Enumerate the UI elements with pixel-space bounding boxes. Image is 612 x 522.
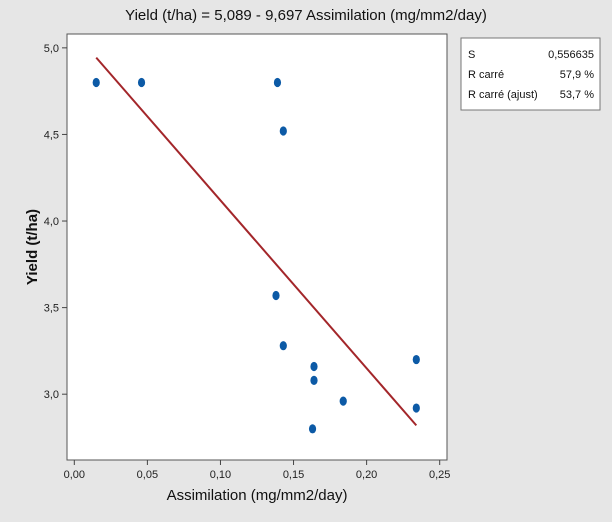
- stats-box: S 0,556635 R carré 57,9 % R carré (ajust…: [461, 38, 600, 110]
- x-tick-label: 0,10: [210, 469, 231, 481]
- x-axis-label: Assimilation (mg/mm2/day): [167, 487, 348, 504]
- stats-label-r-squared: R carré: [468, 69, 504, 81]
- stats-value-r-squared: 57,9 %: [560, 69, 594, 81]
- x-tick-label: 0,20: [356, 469, 377, 481]
- data-point: [93, 78, 100, 87]
- data-point: [413, 355, 420, 364]
- y-tick-label: 4,5: [44, 129, 59, 141]
- data-point: [274, 78, 281, 87]
- stats-label-s: S: [468, 49, 475, 61]
- data-point: [310, 362, 317, 371]
- data-point: [280, 341, 287, 350]
- data-point: [138, 78, 145, 87]
- y-tick-label: 3,0: [44, 389, 59, 401]
- chart-title: Yield (t/ha) = 5,089 - 9,697 Assimilatio…: [125, 7, 487, 24]
- y-tick-label: 3,5: [44, 303, 59, 315]
- data-point: [280, 126, 287, 135]
- x-tick-label: 0,15: [283, 469, 304, 481]
- stats-label-r-squared-adj: R carré (ajust): [468, 89, 538, 101]
- x-tick-label: 0,05: [137, 469, 158, 481]
- data-point: [309, 424, 316, 433]
- y-tick-label: 5,0: [44, 43, 59, 55]
- data-point: [310, 376, 317, 385]
- data-point: [413, 403, 420, 412]
- data-point: [340, 397, 347, 406]
- stats-value-s: 0,556635: [548, 49, 594, 61]
- x-tick-label: 0,25: [429, 469, 450, 481]
- y-axis-label: Yield (t/ha): [24, 209, 41, 285]
- stats-value-r-squared-adj: 53,7 %: [560, 89, 594, 101]
- data-point: [272, 291, 279, 300]
- x-tick-label: 0,00: [64, 469, 85, 481]
- y-tick-label: 4,0: [44, 216, 59, 228]
